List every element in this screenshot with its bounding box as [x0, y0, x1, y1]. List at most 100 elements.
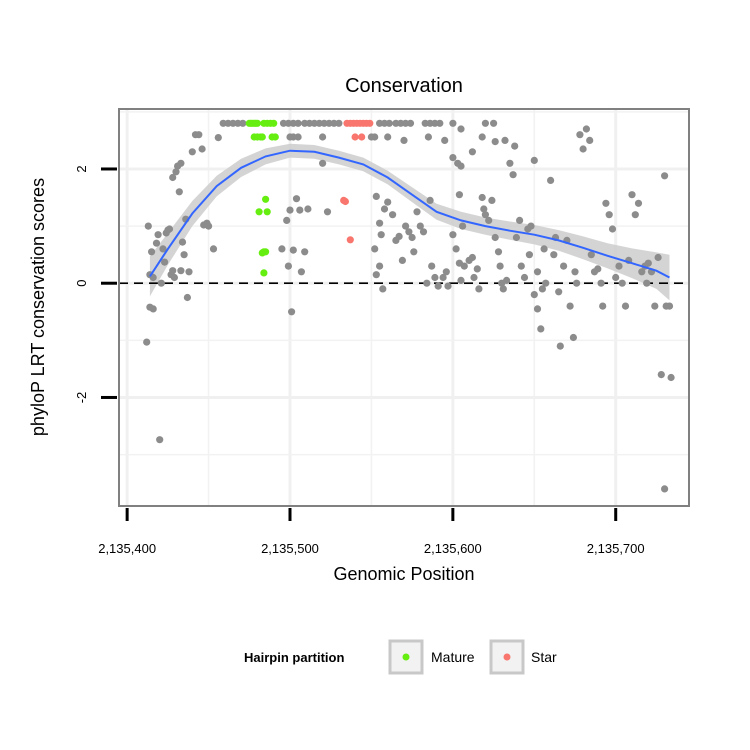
y-tick-label: 0 [74, 280, 89, 287]
point-other [371, 245, 379, 253]
point-other [159, 245, 167, 253]
point-other [473, 265, 481, 273]
point-other [439, 273, 447, 282]
point-other [651, 302, 659, 310]
point-other [405, 228, 413, 236]
point-other [481, 119, 489, 127]
point-other [540, 245, 548, 253]
point-other [618, 279, 626, 287]
point-other [576, 131, 584, 139]
point-other [661, 172, 669, 180]
point-other [605, 211, 613, 219]
point-other [177, 159, 185, 167]
point-star [346, 236, 354, 244]
point-other [511, 142, 519, 150]
y-axis-title: phyloP LRT conservation scores [28, 178, 48, 436]
point-other [501, 136, 509, 144]
point-other [661, 485, 669, 493]
point-mature [253, 119, 261, 127]
legend-label-star: Star [531, 649, 557, 665]
point-other [571, 268, 579, 276]
point-other [444, 282, 452, 290]
point-other [284, 262, 292, 270]
point-other [478, 193, 486, 202]
point-mature [260, 269, 268, 277]
point-other [172, 168, 180, 176]
point-other [419, 228, 428, 236]
point-mature [255, 208, 263, 216]
x-tick-label: 2,135,700 [587, 541, 645, 556]
point-other [319, 133, 327, 141]
point-other [175, 188, 183, 196]
point-other [376, 219, 384, 227]
point-other [297, 268, 305, 276]
point-other [436, 119, 444, 127]
x-tick-label: 2,135,500 [261, 541, 319, 556]
point-star [366, 119, 374, 127]
point-other [621, 302, 630, 310]
point-other [615, 262, 623, 270]
point-other [398, 256, 406, 264]
point-other [470, 273, 478, 282]
point-other [499, 285, 507, 293]
point-other [380, 205, 389, 213]
point-other [195, 131, 203, 139]
point-other [385, 119, 393, 127]
point-other [496, 262, 504, 270]
x-axis-title: Genomic Position [333, 564, 474, 584]
point-other [628, 191, 636, 199]
point-other [631, 211, 639, 219]
point-mature [262, 248, 270, 256]
point-other [634, 199, 643, 207]
point-other [413, 208, 421, 216]
point-star [358, 133, 366, 141]
point-other [384, 133, 392, 141]
point-other [286, 206, 294, 214]
point-other [379, 285, 387, 293]
point-other [587, 251, 595, 259]
point-other [152, 239, 161, 247]
point-other [449, 119, 457, 127]
x-tick-label: 2,135,600 [424, 541, 482, 556]
point-other [517, 262, 525, 270]
point-other [185, 268, 193, 276]
point-other [278, 245, 286, 253]
point-other [395, 232, 403, 240]
point-star [341, 197, 349, 206]
point-other [491, 233, 499, 242]
point-other [301, 248, 309, 256]
point-mature [262, 195, 270, 203]
point-other [442, 268, 450, 276]
point-other [481, 211, 489, 219]
point-other [488, 196, 496, 204]
point-other [533, 268, 542, 276]
point-other [319, 159, 327, 167]
point-other [441, 136, 449, 144]
point-other [384, 198, 392, 206]
point-other [214, 134, 222, 142]
point-other [239, 119, 247, 127]
plot-panel [119, 109, 689, 506]
point-other [205, 222, 213, 230]
point-other [294, 133, 302, 141]
point-other [654, 253, 662, 262]
point-other [555, 288, 563, 296]
point-other [644, 259, 652, 267]
point-other [569, 333, 578, 342]
point-other [144, 222, 152, 230]
point-other [533, 305, 542, 313]
point-other [323, 208, 332, 216]
point-other [165, 225, 174, 233]
point-other [475, 285, 483, 293]
chart-title: Conservation [345, 75, 463, 97]
point-other [457, 125, 465, 133]
point-other [468, 253, 476, 262]
point-other [455, 191, 463, 199]
point-other [485, 216, 493, 224]
point-other [169, 267, 177, 275]
point-other [289, 246, 297, 254]
point-other [459, 222, 467, 230]
point-other [478, 133, 486, 141]
point-other [599, 302, 607, 310]
